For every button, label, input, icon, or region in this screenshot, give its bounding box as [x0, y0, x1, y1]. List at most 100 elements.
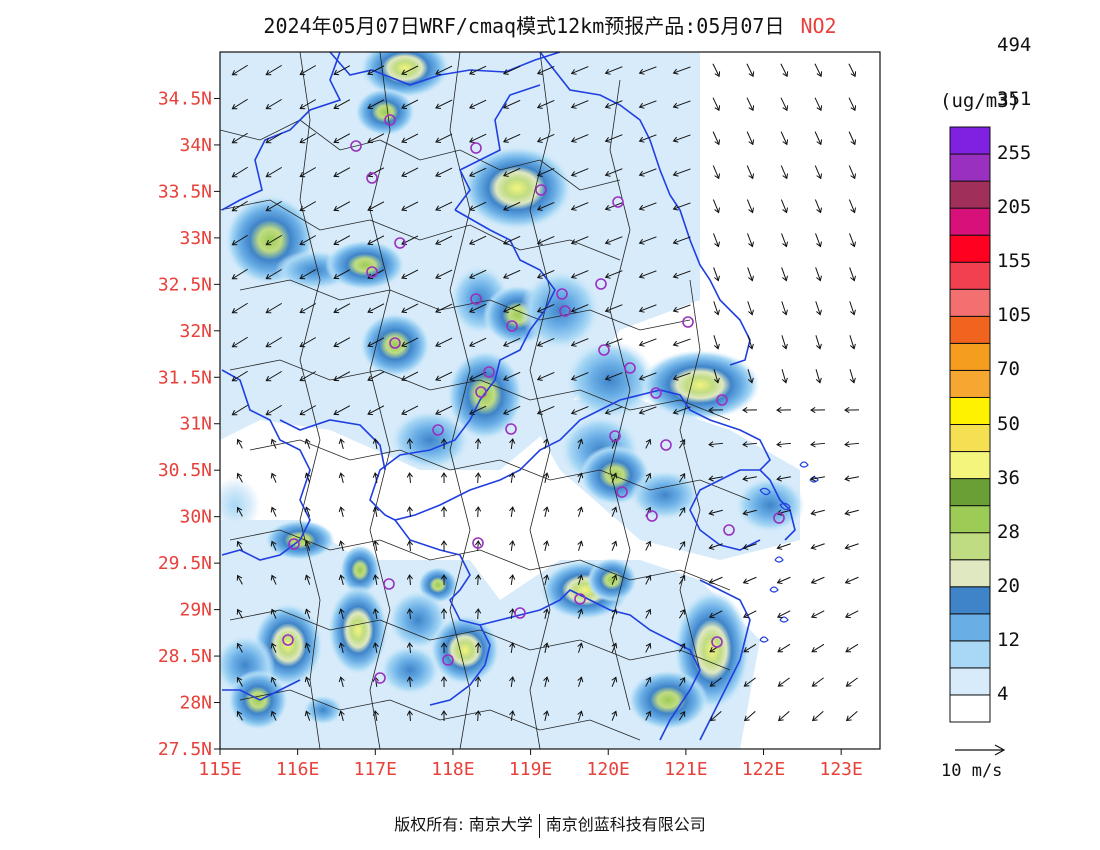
wind-arrow [435, 201, 453, 211]
wind-arrow-head [570, 205, 577, 211]
wind-arrow-head [777, 681, 784, 687]
wind-arrow [510, 574, 514, 586]
wind-arrow-head [338, 642, 345, 649]
wind-arrow [713, 233, 719, 247]
wind-arrow-head [849, 377, 856, 384]
wind-arrow [639, 202, 657, 210]
lon-tick-label: 122E [742, 759, 785, 780]
map-frame [219, 51, 881, 750]
wind-arrow [299, 235, 317, 245]
wind-arrow [645, 473, 651, 483]
wind-arrow [232, 336, 248, 348]
lon-tick-label: 118E [431, 759, 474, 780]
wind-arrow-head [742, 612, 749, 619]
wind-arrow [469, 99, 487, 109]
wind-arrow [271, 507, 277, 517]
wind-arrow [537, 167, 555, 177]
lat-tick-label: 29.5N [158, 553, 212, 574]
wind-arrow-head [748, 173, 755, 180]
colorbar-label: 28 [997, 520, 1020, 543]
wind-arrow-head [299, 239, 306, 246]
wind-arrow-head [742, 578, 749, 585]
wind-arrow-head [850, 173, 857, 180]
lat-tick-label: 27.5N [158, 739, 212, 760]
wind-arrow-head [509, 642, 516, 648]
wind-arrow-head [435, 171, 441, 178]
wind-arrow [578, 643, 582, 653]
wind-arrow-head [536, 239, 543, 245]
wind-arrow [578, 541, 582, 551]
wind-arrow [237, 439, 243, 449]
wind-arrow-head [714, 207, 721, 214]
wind-arrow-head [747, 343, 754, 350]
wind-arrow [469, 235, 487, 245]
wind-arrow [845, 576, 859, 584]
lon-tick-label: 123E [819, 759, 862, 780]
wind-arrow [340, 643, 344, 653]
wind-arrow [266, 98, 282, 110]
wind-arrow-head [742, 509, 749, 516]
wind-arrow [777, 476, 791, 480]
wind-arrow [409, 540, 411, 552]
wind-arrow-head [236, 608, 243, 615]
wind-arrow [435, 303, 453, 313]
wind-arrow-head [265, 341, 272, 348]
wind-arrow-head [570, 341, 577, 347]
wind-arrow-head [367, 341, 374, 348]
wind-arrow [678, 643, 686, 653]
wind-arrow-head [440, 574, 448, 580]
colorbar-swatch [949, 207, 991, 236]
copyright-right: 南京创蓝科技有限公司 [545, 815, 706, 834]
wind-arrow [237, 575, 243, 585]
wind-arrow-head [776, 612, 783, 619]
wind-arrow [815, 301, 821, 315]
wind-arrow [849, 267, 855, 281]
wind-arrow-head [536, 341, 543, 347]
wind-arrow-head [776, 475, 782, 482]
wind-arrow [571, 100, 589, 108]
wind-arrow-head [502, 307, 509, 313]
wind-arrow-head [401, 375, 408, 382]
wind-arrow-head [849, 343, 856, 350]
wind-arrow [477, 710, 479, 722]
wind-arrow [305, 507, 311, 517]
lat-tick-label: 31N [179, 414, 212, 435]
wind-arrow [571, 372, 589, 380]
wind-arrow-head [304, 438, 311, 445]
wind-arrow [340, 609, 344, 619]
wind-arrow-head [811, 681, 818, 687]
wind-arrow-head [236, 506, 243, 513]
lon-tick-label: 116E [276, 759, 319, 780]
wind-arrow [710, 711, 722, 721]
wind-arrow [571, 236, 589, 244]
wind-arrow [645, 575, 651, 585]
wind-arrow-head [816, 71, 823, 78]
wind-arrow-head [299, 375, 306, 382]
wind-arrow-head [406, 574, 413, 580]
wind-arrow [266, 404, 282, 416]
wind-arrow-head [299, 307, 306, 314]
wind-arrow [673, 406, 691, 414]
wind-arrow [237, 711, 243, 721]
wind-arrow [639, 134, 657, 142]
wind-arrow [232, 370, 248, 382]
wind-arrow [781, 369, 787, 383]
wind-arrow [777, 610, 791, 618]
colorbar-label: 155 [997, 250, 1032, 273]
wind-arrow [848, 131, 856, 145]
wind-arrow [435, 269, 453, 279]
wind-arrow-head [577, 574, 584, 581]
wind-arrow [469, 133, 487, 143]
wind-arrow [409, 710, 411, 722]
wind-arrow [435, 235, 453, 245]
wind-arrow [340, 575, 344, 585]
wind-arrow [845, 543, 859, 549]
wind-arrow-head [782, 275, 788, 282]
wind-arrow [544, 439, 548, 449]
wind-arrow-head [509, 710, 516, 716]
wind-arrow-head [816, 139, 823, 146]
wind-arrow-head [816, 207, 823, 214]
wind-arrow-head [604, 102, 611, 109]
wind-arrow-head [401, 341, 408, 348]
wind-arrow [333, 405, 351, 415]
